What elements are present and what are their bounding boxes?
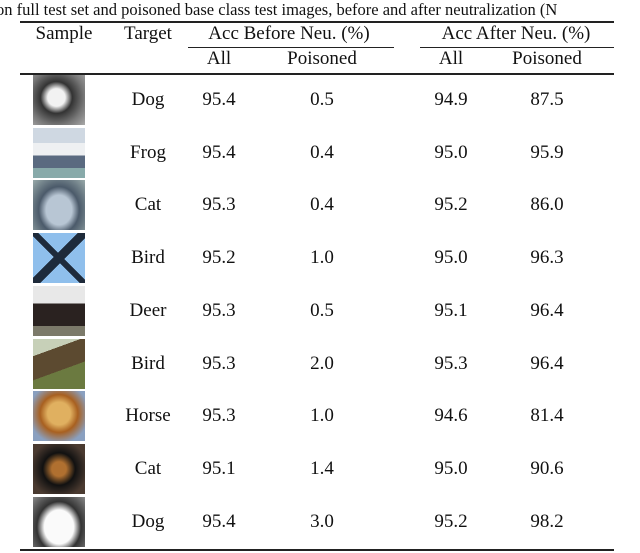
cell-before-poisoned: 2.0 [310,352,334,374]
header-before: Acc Before Neu. (%) [208,23,370,44]
car-image [33,180,85,231]
cell-target: Dog [131,89,165,110]
cell-before-poisoned: 0.4 [310,141,334,163]
cell-before-poisoned: 1.4 [310,457,334,479]
cell-target: Deer [129,299,167,321]
cell-after-all: 95.3 [434,352,468,374]
header-sample: Sample [35,23,93,44]
cell-target: Horse [125,405,171,427]
cell-after-all: 95.2 [434,194,468,216]
cell-before-poisoned: 0.5 [310,89,334,110]
cell-before-poisoned: 1.0 [310,247,334,269]
cell-before-poisoned: 3.0 [310,510,334,532]
cell-after-all: 95.0 [434,247,468,269]
cell-before-all: 95.1 [202,457,236,479]
cell-before-all: 95.3 [202,352,236,374]
header-rule [20,73,614,75]
cell-after-poisoned: 95.9 [530,141,564,163]
cell-before-poisoned: 0.5 [310,299,334,321]
before-subrule [188,47,394,48]
cell-before-all: 95.3 [202,299,236,321]
cell-target: Cat [134,194,162,216]
cell-after-poisoned: 87.5 [530,89,564,110]
cell-after-all: 95.2 [434,510,468,532]
header-after: Acc After Neu. (%) [441,23,591,44]
dog-image [33,391,85,442]
truck-image [33,338,85,389]
cell-target: Frog [130,141,166,163]
cell-after-poisoned: 98.2 [530,510,564,532]
cell-before-all: 95.4 [202,89,236,110]
car-image [33,496,85,547]
header-target: Target [124,23,172,44]
cell-target: Cat [134,457,162,479]
airplane-image [33,233,85,284]
cell-after-poisoned: 96.4 [530,352,564,374]
after-subrule [420,47,614,48]
top-rule [20,21,614,23]
cell-after-poisoned: 90.6 [530,457,564,479]
cell-target: Dog [131,510,165,532]
cell-after-all: 95.0 [434,141,468,163]
header-before-all: All [206,48,232,69]
cell-before-all: 95.4 [202,510,236,532]
cell-before-poisoned: 1.0 [310,405,334,427]
dog-image [33,443,85,494]
cat-image [33,75,85,125]
bottom-rule [20,549,614,551]
cell-after-all: 95.0 [434,457,468,479]
header-before-poisoned: Poisoned [287,48,357,69]
cell-after-poisoned: 96.4 [530,299,564,321]
cell-before-poisoned: 0.4 [310,194,334,216]
cell-before-all: 95.2 [202,247,236,269]
cell-after-poisoned: 86.0 [530,194,564,216]
cell-before-all: 95.4 [202,141,236,163]
cell-after-poisoned: 96.3 [530,247,564,269]
cell-after-all: 94.6 [434,405,468,427]
cell-target: Bird [131,247,165,269]
cell-before-all: 95.3 [202,194,236,216]
horse-image [33,285,85,336]
header-after-poisoned: Poisoned [512,48,582,69]
boat-image [33,127,85,178]
cell-after-all: 94.9 [434,89,468,110]
header-after-all: All [438,48,464,69]
table-caption: on full test set and poisoned base class… [0,0,558,19]
cell-target: Bird [131,352,165,374]
cell-after-all: 95.1 [434,299,468,321]
cell-before-all: 95.3 [202,405,236,427]
cell-after-poisoned: 81.4 [530,405,564,427]
